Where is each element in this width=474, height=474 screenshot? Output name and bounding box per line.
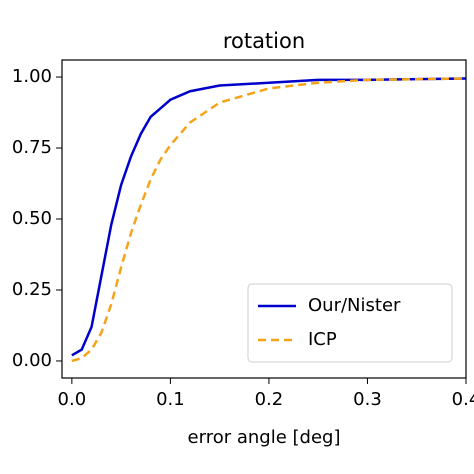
series-line bbox=[71, 77, 467, 357]
x-tick-label: 0.4 bbox=[452, 389, 474, 410]
y-tick-label: 0.75 bbox=[12, 137, 52, 158]
legend-label: ICP bbox=[308, 329, 337, 350]
y-tick-label: 0.50 bbox=[12, 208, 52, 229]
chart-title: rotation bbox=[223, 29, 305, 53]
x-tick-label: 0.3 bbox=[353, 389, 382, 410]
x-tick-label: 0.0 bbox=[58, 389, 87, 410]
x-tick-label: 0.2 bbox=[255, 389, 284, 410]
legend-box bbox=[247, 283, 453, 363]
y-tick-label: 0.00 bbox=[12, 350, 52, 371]
series-line bbox=[71, 77, 467, 363]
y-tick-label: 1.00 bbox=[12, 66, 52, 87]
x-tick-label: 0.1 bbox=[156, 389, 185, 410]
x-axis-label: error angle [deg] bbox=[188, 427, 341, 448]
y-tick-label: 0.25 bbox=[12, 279, 52, 300]
plot-frame bbox=[61, 59, 467, 379]
legend-label: Our/Nister bbox=[308, 295, 401, 316]
